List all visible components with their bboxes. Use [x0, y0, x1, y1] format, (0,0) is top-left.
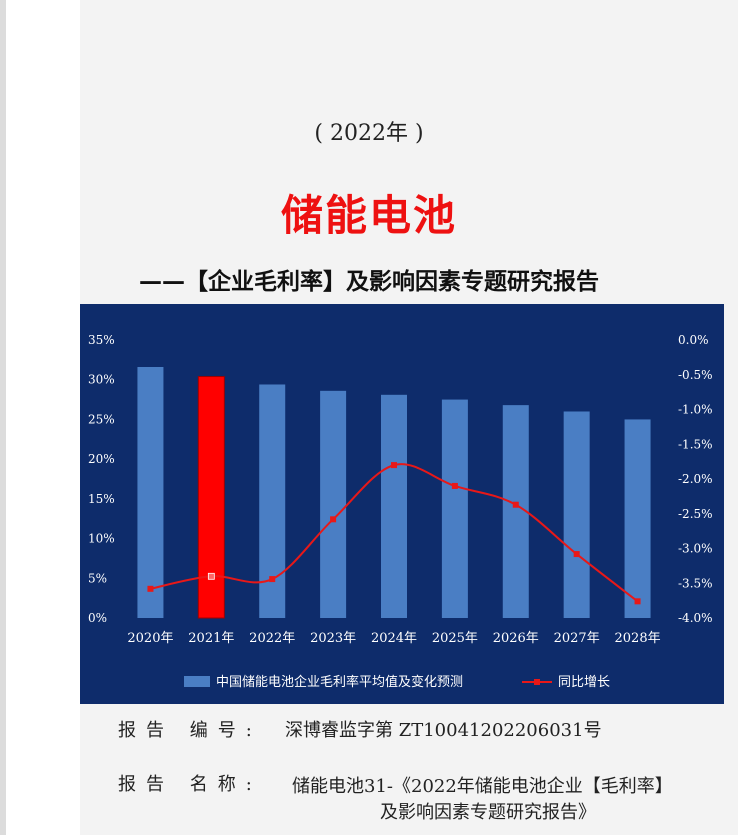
report-number-label: 报告 编号:: [118, 720, 262, 741]
bar-2022年: [259, 384, 286, 618]
x-tick-label: 2022年: [249, 631, 295, 646]
x-tick-label: 2023年: [310, 631, 356, 646]
report-subtitle: ——【企业毛利率】及影响因素专题研究报告: [139, 269, 599, 295]
x-tick-label: 2025年: [432, 631, 478, 646]
left-tick-label: 25%: [88, 412, 115, 426]
bar-2021年: [197, 376, 225, 619]
right-tick-label: -0.5%: [678, 368, 713, 382]
bar-2028年: [624, 419, 651, 618]
x-tick-label: 2020年: [127, 631, 173, 646]
right-tick-label: -2.5%: [678, 507, 713, 521]
x-tick-label: 2028年: [615, 631, 661, 646]
report-name-row: 报告 名称: 储能电池31-《2022年储能电池企业【毛利率】 及影响因素专题研…: [0, 770, 738, 830]
growth-point-2022年: [269, 576, 276, 583]
report-number-row: 报告 编号: 深博睿监字第 ZT10041202206031号: [0, 716, 738, 742]
left-tick-label: 5%: [88, 571, 107, 585]
x-tick-label: 2026年: [493, 631, 539, 646]
left-tick-label: 10%: [88, 532, 115, 546]
left-tick-label: 35%: [88, 333, 115, 347]
left-tick-label: 30%: [88, 373, 115, 387]
growth-point-2023年: [330, 516, 337, 523]
page-edge: [0, 0, 6, 835]
bar-2024年: [381, 394, 407, 618]
growth-point-2021年: [207, 572, 215, 580]
right-tick-label: -4.0%: [678, 611, 713, 625]
gross-margin-chart: 0% 5% 10% 15% 20% 25% 30% 35% 0.0% -0.5% -1.0% -1.…: [80, 304, 724, 704]
report-number-value: 深博睿监字第 ZT10041202206031号: [285, 720, 602, 741]
left-tick-label: 20%: [88, 452, 115, 466]
bar-2026年: [502, 405, 529, 618]
bar-2027年: [563, 411, 590, 618]
growth-point-2020年: [147, 585, 154, 592]
right-tick-label: 0.0%: [678, 333, 709, 347]
report-title: 储能电池: [280, 191, 457, 240]
x-tick-label: 2024年: [371, 631, 417, 646]
growth-point-2028年: [634, 598, 641, 605]
x-tick-label: 2021年: [188, 631, 234, 646]
bar-2025年: [441, 399, 468, 618]
left-tick-label: 15%: [88, 492, 115, 506]
right-tick-label: -1.5%: [678, 437, 713, 451]
right-tick-label: -1.0%: [678, 403, 713, 417]
growth-point-2027年: [573, 551, 580, 558]
x-tick-label: 2027年: [554, 631, 600, 646]
legend-line-label: 同比增长: [558, 675, 610, 690]
report-year: ( 2022年 ): [314, 121, 424, 146]
right-tick-label: -3.5%: [678, 576, 713, 590]
legend-line-marker: [534, 679, 540, 685]
growth-point-2024年: [391, 462, 397, 469]
right-tick-label: -3.0%: [678, 542, 713, 556]
report-name-label: 报告 名称:: [118, 774, 262, 795]
left-tick-label: 0%: [88, 611, 107, 625]
bar-2023年: [320, 390, 347, 618]
growth-point-2025年: [451, 482, 458, 489]
report-name-value-line1: 储能电池31-《2022年储能电池企业【毛利率】: [292, 776, 673, 797]
legend-bar-label: 中国储能电池企业毛利率平均值及变化预测: [216, 674, 463, 690]
growth-point-2026年: [512, 501, 519, 508]
report-name-value-line2: 及影响因素专题研究报告》: [380, 802, 596, 823]
right-tick-label: -2.0%: [678, 472, 713, 486]
legend-bar-swatch: [184, 676, 210, 687]
bar-2020年: [137, 367, 164, 618]
